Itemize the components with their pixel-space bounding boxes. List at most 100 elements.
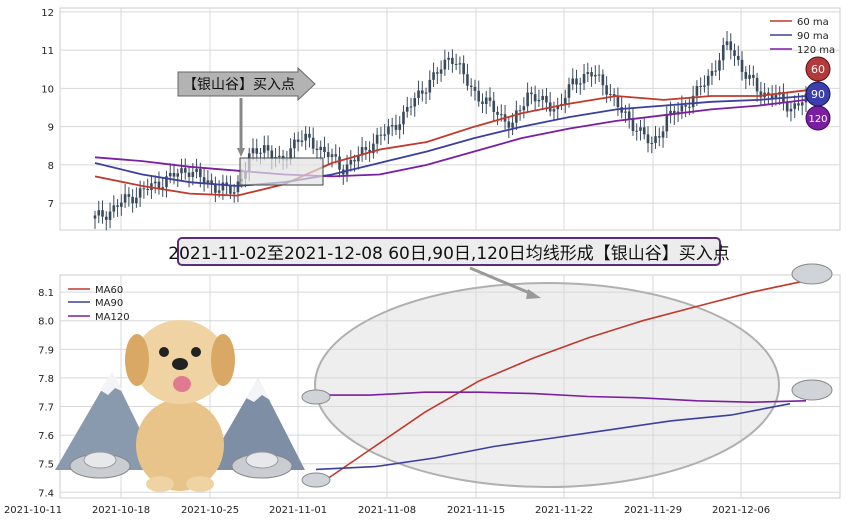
badge-60 [805, 56, 831, 82]
ma-y-ticks: 7.4 7.5 7.6 7.7 7.8 7.9 8.0 8.1 [38, 288, 54, 499]
candle-body [402, 111, 405, 125]
legend-label-120: 120 ma [797, 45, 835, 56]
candle-body [511, 122, 514, 128]
legend-label-90: 90 ma [797, 31, 829, 42]
ingot-ma90-end [791, 379, 833, 401]
candle-body [718, 60, 721, 71]
ma-lines [315, 279, 807, 488]
candle-body [477, 90, 481, 102]
candle-body [748, 74, 751, 79]
candle-body [439, 69, 443, 74]
candle-body [221, 182, 225, 191]
candle-body [496, 111, 499, 115]
candle-body [680, 105, 684, 112]
candle-body [725, 41, 729, 46]
ingots-illustration [69, 263, 833, 488]
price-grid [60, 8, 840, 230]
annotation-label: 【银山谷】买入点 [183, 77, 295, 93]
candle-body [616, 96, 620, 108]
candle-body [736, 55, 740, 60]
ingot-left-top [83, 451, 117, 469]
ma-line-MA60 [315, 279, 807, 488]
candle-body [582, 73, 586, 84]
headline-banner: 2021-11-02至2021-12-08 60日,90日,120日均线形成【银… [168, 237, 730, 266]
x-tick-label: 2021-11-29 [624, 505, 682, 516]
candle-body [296, 139, 300, 142]
annotation-pointer-head [237, 148, 245, 157]
candle-body [518, 110, 522, 112]
candle-body [654, 136, 657, 144]
candle-body [259, 152, 262, 154]
candle-body [774, 94, 778, 100]
candle-body [552, 109, 556, 112]
headline-text: 2021-11-02至2021-12-08 60日,90日,120日均线形成【银… [168, 244, 730, 264]
x-tick-label: 2021-10-18 [92, 505, 150, 516]
candle-body [398, 124, 402, 130]
candle-body [537, 100, 541, 102]
candle-body [462, 63, 465, 75]
candle-body [650, 143, 654, 145]
ingot-ma60-end [791, 263, 833, 285]
candle-body [691, 95, 695, 108]
candle-body [601, 74, 605, 86]
candle-body [379, 134, 383, 136]
candle-body [673, 110, 676, 115]
candle-body [609, 94, 612, 96]
candle-body [153, 181, 157, 184]
candle-body [270, 150, 274, 160]
x-tick-label: 2021-11-22 [535, 505, 593, 516]
candle-body [131, 196, 134, 204]
candle-body [793, 103, 797, 109]
ma-line-MA90 [315, 402, 791, 471]
candle-body [688, 106, 691, 108]
candle-body [661, 131, 665, 138]
candle-body [360, 147, 364, 156]
legend-label-60: 60 ma [797, 17, 829, 28]
candle-body [338, 156, 341, 170]
candle-body [545, 95, 548, 103]
candle-body [567, 84, 571, 98]
candle-body [642, 127, 646, 135]
ingot-ma120-start [301, 389, 331, 405]
dog-eye-left [159, 347, 169, 357]
headline-pointer [469, 266, 533, 296]
candle-body [214, 184, 217, 193]
ma-line-MA120 [316, 391, 807, 404]
candle-body [469, 85, 473, 87]
candle-body [699, 85, 702, 87]
x-tick-label: 2021-11-01 [269, 505, 327, 516]
candle-body [530, 92, 533, 95]
candle-body [729, 41, 733, 51]
candle-body [578, 83, 582, 85]
candle-body [266, 145, 270, 151]
candle-body [202, 177, 206, 183]
ma-y-tick-label: 7.6 [38, 431, 54, 442]
candle-body [311, 137, 315, 149]
candle-body [101, 210, 104, 217]
candle-body [721, 45, 725, 61]
mountains-illustration [55, 372, 305, 470]
badge-120 [805, 105, 831, 131]
ma-y-tick-label: 7.9 [38, 345, 54, 356]
candle-body [304, 133, 307, 141]
candle-body [624, 111, 627, 113]
mountain-right-snow [246, 378, 270, 402]
candle-body [180, 168, 183, 174]
candle-body [499, 114, 503, 116]
candle-body [424, 92, 428, 94]
candle-body [594, 74, 597, 77]
candle-body [210, 180, 213, 185]
price-line-120-ma [94, 99, 807, 178]
candle-body [627, 111, 631, 120]
candle-body [353, 159, 356, 162]
candle-body [199, 168, 202, 178]
candle-body [646, 134, 650, 144]
valley-box [239, 157, 324, 186]
candle-body [319, 146, 323, 151]
candle-body [789, 108, 793, 112]
candle-body [488, 97, 492, 101]
candle-body [752, 74, 755, 78]
candle-body [195, 168, 198, 173]
price-ma-lines [94, 89, 807, 197]
